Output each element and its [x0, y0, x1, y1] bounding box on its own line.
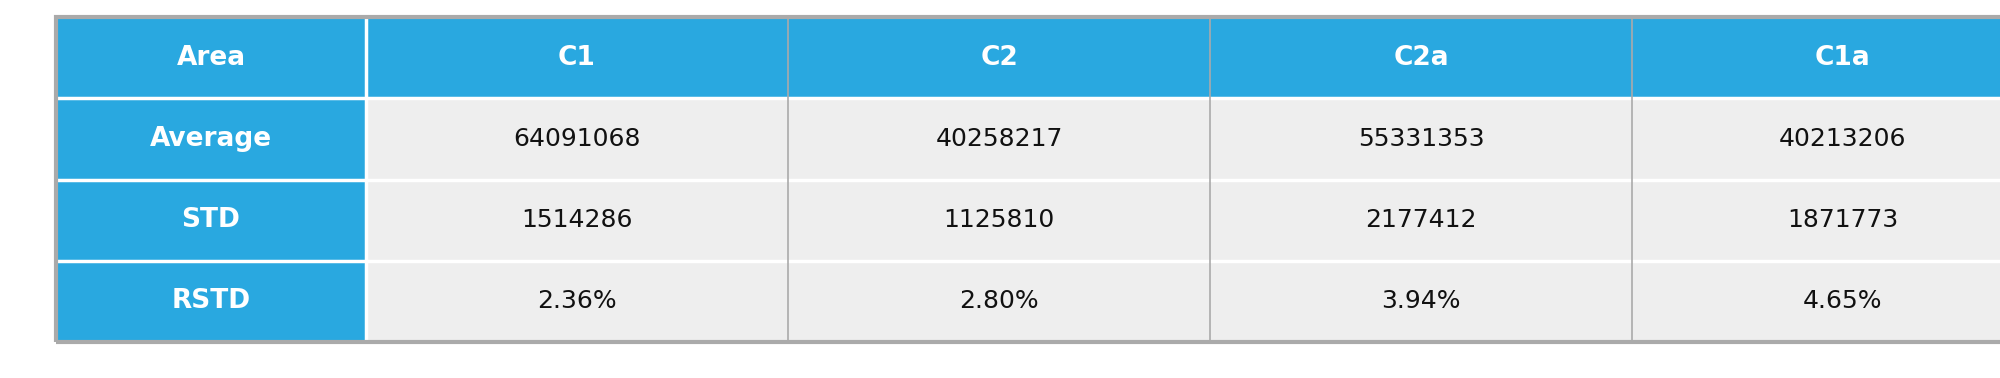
Bar	[1210, 180, 1632, 261]
Text: C2a: C2a	[1394, 45, 1448, 71]
Text: STD: STD	[182, 207, 240, 233]
Bar	[56, 261, 366, 342]
Text: 1514286: 1514286	[522, 208, 632, 232]
Bar	[56, 98, 366, 180]
Bar	[366, 180, 788, 261]
Text: 40258217: 40258217	[936, 127, 1062, 151]
Text: 4.65%: 4.65%	[1804, 290, 1882, 313]
Bar	[788, 98, 1210, 180]
Bar	[788, 180, 1210, 261]
Bar	[788, 17, 1210, 98]
Bar	[1632, 98, 2000, 180]
Bar	[56, 180, 366, 261]
Text: RSTD: RSTD	[172, 288, 250, 314]
Text: 1125810: 1125810	[944, 208, 1054, 232]
Bar	[56, 17, 2000, 342]
Text: C1a: C1a	[1816, 45, 1870, 71]
Bar	[1210, 261, 1632, 342]
Text: C2: C2	[980, 45, 1018, 71]
Text: Area: Area	[176, 45, 246, 71]
Bar	[1632, 17, 2000, 98]
Bar	[1210, 17, 1632, 98]
Text: 2.36%: 2.36%	[538, 290, 616, 313]
Text: 55331353: 55331353	[1358, 127, 1484, 151]
Bar	[366, 261, 788, 342]
Bar	[366, 98, 788, 180]
Text: Average: Average	[150, 126, 272, 152]
Bar	[1210, 98, 1632, 180]
Bar	[1632, 261, 2000, 342]
Bar	[56, 17, 366, 98]
Bar	[1632, 180, 2000, 261]
Text: 40213206: 40213206	[1780, 127, 1906, 151]
Bar	[788, 261, 1210, 342]
Text: 2.80%: 2.80%	[960, 290, 1038, 313]
Text: C1: C1	[558, 45, 596, 71]
Text: 64091068: 64091068	[514, 127, 640, 151]
Text: 1871773: 1871773	[1788, 208, 1898, 232]
Text: 2177412: 2177412	[1366, 208, 1476, 232]
Bar	[366, 17, 788, 98]
Text: 3.94%: 3.94%	[1382, 290, 1460, 313]
